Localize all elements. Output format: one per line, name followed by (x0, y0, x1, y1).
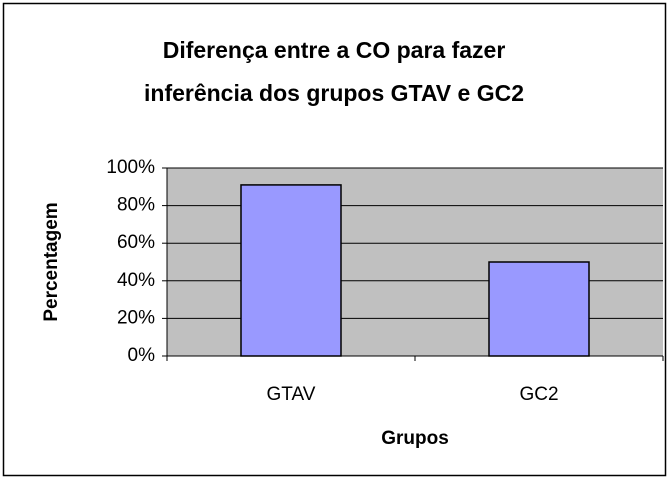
chart-title: Diferença entre a CO para fazer (163, 37, 506, 63)
x-axis-title: Grupos (381, 428, 449, 449)
bar (488, 261, 590, 357)
x-tick-label: GC2 (519, 384, 558, 405)
y-tick-label: 100% (106, 157, 155, 178)
y-axis-title: Percentagem (41, 202, 62, 321)
chart-title: inferência dos grupos GTAV e GC2 (144, 80, 524, 106)
y-tick-label: 40% (117, 270, 155, 291)
bar (240, 184, 342, 357)
x-tick-label: GTAV (267, 384, 316, 405)
y-tick-label: 20% (117, 307, 155, 328)
y-tick-label: 0% (128, 345, 156, 366)
y-tick-label: 80% (117, 195, 155, 216)
y-tick-label: 60% (117, 232, 155, 253)
